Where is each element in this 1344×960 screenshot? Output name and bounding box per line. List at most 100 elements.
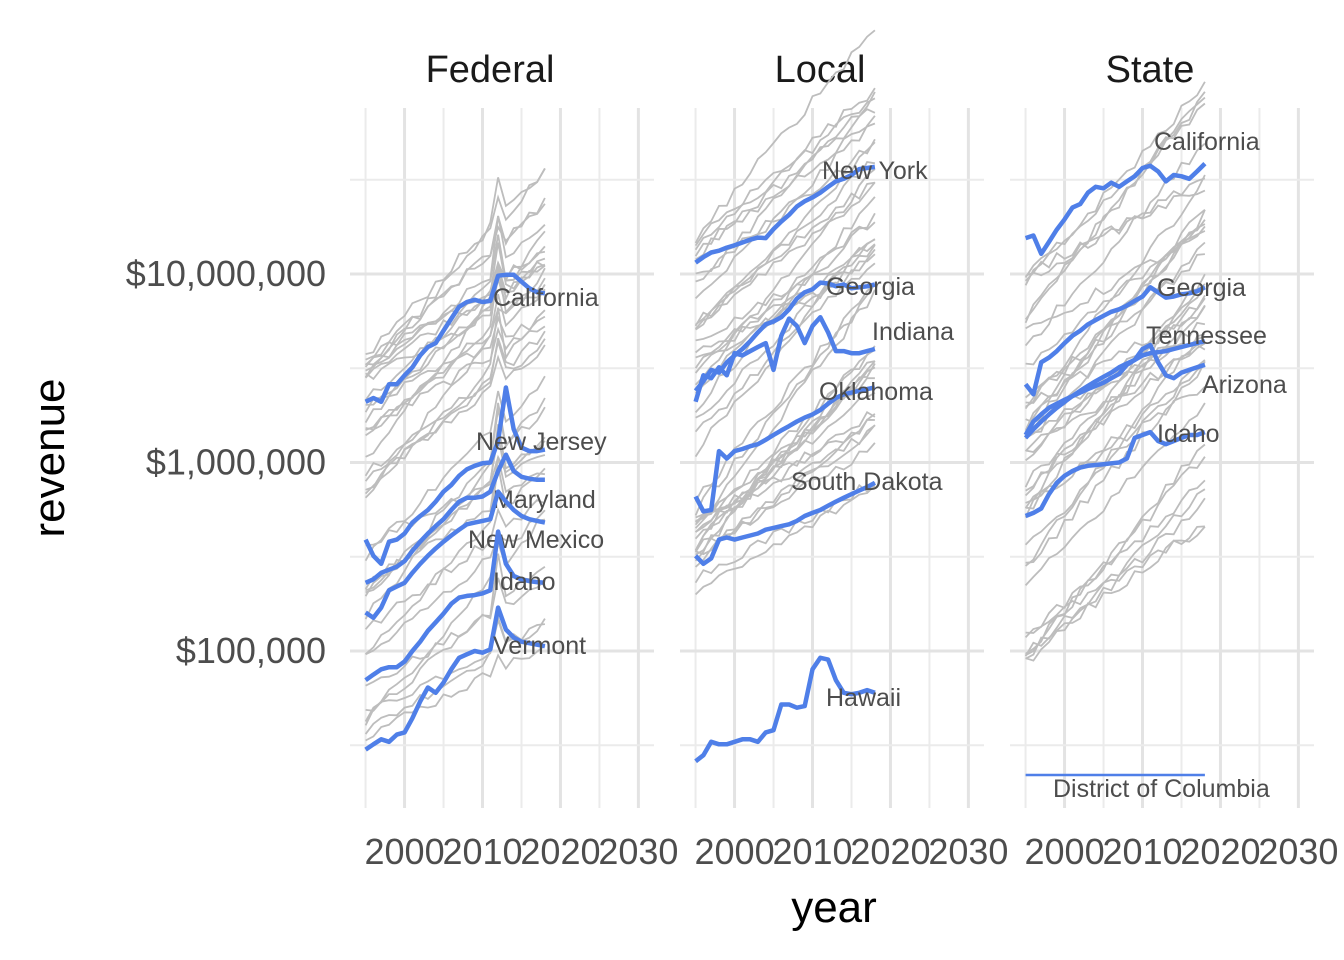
series-line-new-york <box>694 164 876 265</box>
series-line-georgia <box>1023 285 1206 397</box>
context-lines <box>694 29 876 596</box>
context-line <box>1024 96 1206 320</box>
context-line <box>694 168 876 386</box>
series-line-new-jersey <box>363 385 546 567</box>
context-line <box>365 330 546 491</box>
context-line <box>694 366 876 551</box>
context-line <box>1024 177 1206 282</box>
context-line <box>1025 294 1206 504</box>
series-label: California <box>1154 128 1260 156</box>
context-line <box>695 141 876 331</box>
series-label: Georgia <box>1157 274 1246 302</box>
series-line-tennessee <box>1023 339 1206 440</box>
series-label: Oklahoma <box>819 378 933 406</box>
context-line <box>1025 443 1206 656</box>
context-line <box>694 253 876 369</box>
series-label: Idaho <box>1157 420 1220 448</box>
context-line <box>364 257 546 424</box>
series-line-california <box>364 272 546 405</box>
series-line-south-dakota <box>693 480 876 567</box>
series-line-oklahoma <box>693 385 876 514</box>
x-tick-label: 2000 <box>695 831 775 872</box>
series-label: Hawaii <box>826 684 901 712</box>
context-line <box>694 212 876 394</box>
context-line <box>364 344 546 482</box>
context-line <box>694 87 876 247</box>
panel-title: Local <box>775 49 866 91</box>
series-label: Georgia <box>826 273 915 301</box>
y-tick-label: $100,000 <box>176 630 326 671</box>
context-line <box>364 338 546 477</box>
context-line <box>365 577 546 687</box>
context-line <box>364 553 546 722</box>
context-line <box>1025 488 1206 660</box>
series-label: District of Columbia <box>1053 775 1270 803</box>
context-line <box>364 234 546 368</box>
series-line-georgia <box>693 280 876 393</box>
context-line <box>364 499 546 630</box>
x-tick-label: 2020 <box>1180 831 1260 872</box>
x-tick-label: 2030 <box>928 831 1008 872</box>
x-tick-label: 2020 <box>850 831 930 872</box>
context-line <box>1024 174 1206 410</box>
context-line <box>365 644 546 742</box>
y-tick-label: $1,000,000 <box>146 442 326 483</box>
x-tick-label: 2010 <box>442 831 522 872</box>
context-line <box>1025 223 1206 366</box>
context-line <box>365 167 546 372</box>
context-line <box>364 215 546 378</box>
x-tick-label: 2000 <box>1025 831 1105 872</box>
series-label: New York <box>822 157 928 185</box>
context-line <box>694 29 876 244</box>
context-line <box>1025 253 1205 399</box>
x-tick-label: 2030 <box>598 831 678 872</box>
x-tick-label: 2010 <box>1102 831 1182 872</box>
series-label: New Jersey <box>476 428 607 456</box>
x-tick-label: 2000 <box>365 831 445 872</box>
context-line <box>695 244 876 359</box>
context-line <box>1024 386 1206 509</box>
context-line <box>694 289 876 529</box>
context-line <box>1024 102 1206 278</box>
context-line <box>365 616 546 712</box>
y-axis-title: revenue <box>25 378 74 537</box>
context-line <box>364 197 546 366</box>
context-line <box>694 248 876 433</box>
series-line-california <box>1024 162 1207 257</box>
context-line <box>365 230 546 458</box>
context-line <box>694 97 876 251</box>
context-line <box>695 418 875 533</box>
context-line <box>1025 456 1206 655</box>
series-label: Tennessee <box>1146 322 1267 350</box>
x-tick-label: 2020 <box>520 831 600 872</box>
context-line <box>695 91 876 283</box>
series-line-vermont <box>364 605 546 752</box>
context-line <box>1025 333 1206 567</box>
context-line <box>365 424 546 594</box>
context-line <box>694 283 876 516</box>
context-line <box>365 264 546 406</box>
context-line <box>365 325 546 431</box>
context-line <box>694 181 876 327</box>
context-line <box>1025 225 1206 408</box>
y-tick-label: $10,000,000 <box>126 253 326 294</box>
context-line <box>694 363 876 553</box>
context-line <box>695 138 876 275</box>
series-line-maryland <box>364 452 545 585</box>
series-line-new-mexico <box>364 489 546 621</box>
context-line <box>1025 343 1206 453</box>
series-label: Idaho <box>493 568 556 596</box>
series-label: South Dakota <box>791 468 943 496</box>
context-line <box>1024 283 1206 518</box>
context-line <box>1024 359 1206 546</box>
context-line <box>1024 402 1206 587</box>
context-line <box>694 349 876 523</box>
context-line <box>1024 479 1206 639</box>
context-line <box>365 275 546 381</box>
series-line-idaho <box>1024 429 1206 519</box>
context-line <box>694 115 876 300</box>
context-line <box>694 221 876 374</box>
